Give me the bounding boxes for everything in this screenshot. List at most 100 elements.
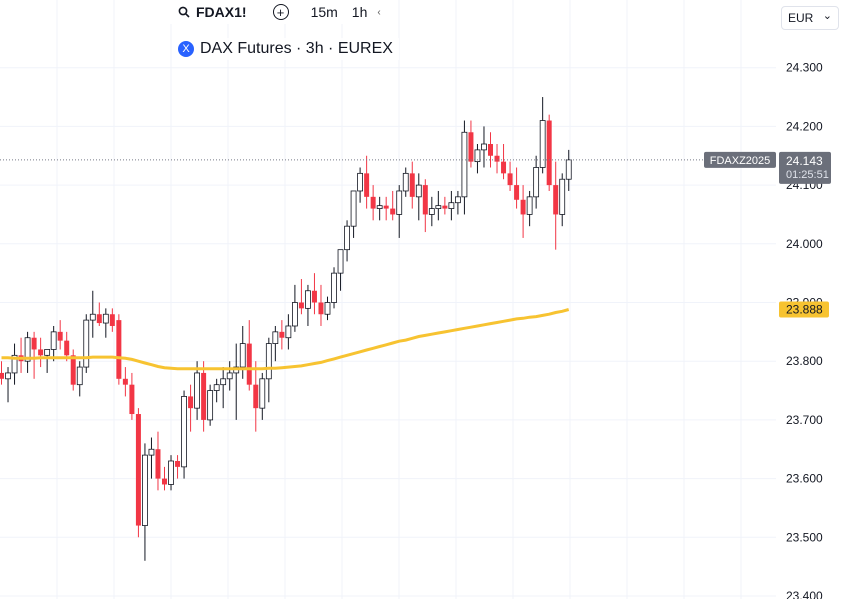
last-price-tag [779,151,831,184]
candle [481,126,487,168]
y-tick-label: 23.400 [786,589,823,599]
moving-average [1,308,570,371]
candle [24,331,31,373]
candle [272,325,279,362]
y-tick-label: 23.800 [786,354,823,368]
y-tick-label: 24.300 [786,61,823,75]
candle [213,378,220,403]
series-title: DAX Futures · 3h · EUREX [200,40,393,57]
candle [565,149,572,191]
candle [44,349,51,373]
candle [239,325,246,379]
currency-label: EUR [788,11,814,25]
candle [402,167,409,197]
candle [344,220,350,262]
candle [89,290,96,338]
more-timeframes-icon[interactable]: ‹ [377,6,381,18]
candle [168,455,174,491]
candle [461,120,468,215]
y-tick-label: 23.700 [786,413,823,427]
candle [409,161,415,209]
candle [76,361,83,397]
candle [546,114,552,191]
candle [318,284,324,326]
candle [474,144,481,174]
candle [559,173,566,227]
candle [194,361,201,420]
candle [383,196,389,221]
symbol-label: FDAX1! [196,4,247,20]
candle [57,320,63,350]
candle [428,196,435,227]
candle [539,97,546,174]
symbol-search[interactable]: FDAX1! [178,4,247,20]
candle [435,190,442,221]
chevron-down-icon: ⌄ [822,9,832,22]
plus-icon: + [276,4,285,20]
candle [181,390,187,479]
candle [291,284,298,332]
candle [376,196,383,221]
candle [311,273,317,315]
candle [533,155,540,209]
candle [488,132,493,168]
candle [396,185,403,238]
candle [175,455,181,479]
candle [514,167,520,209]
candle [135,408,141,538]
candle [188,384,194,432]
candle [305,284,311,326]
candle [370,185,376,221]
candle [0,361,4,385]
timeframe-1h[interactable]: 1h [351,4,368,20]
candle [70,349,76,391]
candle [501,144,507,180]
y-tick-label: 24.200 [786,119,823,133]
candle [201,361,207,432]
candle [265,337,272,403]
candle [285,314,292,350]
candle [279,320,285,350]
candle [102,308,109,338]
compare-symbol-button[interactable]: + [272,4,289,20]
price-axis[interactable]: 23.40023.50023.60023.70023.80023.90024.0… [786,61,823,599]
candle [38,337,44,368]
candle [468,120,474,168]
candle [109,308,115,332]
symbol-tag-label: FDAXZ2025 [710,155,771,167]
candle [11,343,18,385]
candlesticks [0,97,572,561]
currency-selector[interactable]: EUR ⌄ [781,6,839,30]
candle [553,161,559,250]
candle [442,196,448,215]
candle [162,466,167,491]
candle [298,279,304,315]
candle [129,372,135,420]
candle [454,190,461,215]
series-legend[interactable]: X DAX Futures · 3h · EUREX [178,38,399,60]
y-tick-label: 23.500 [786,530,823,544]
candle [448,190,455,221]
candle [207,384,214,426]
candle [142,443,148,561]
candle [415,173,422,221]
candle [526,190,533,227]
grid-lines [0,0,776,599]
candle [259,372,266,420]
ma-value-label: 23.888 [786,303,823,317]
candle [331,267,337,309]
candle [494,144,500,174]
candle [507,161,513,191]
candle [31,331,37,379]
candle [350,190,357,238]
candle [324,296,331,321]
bar-countdown: 01:25:51 [786,169,829,181]
candle [116,314,122,385]
symbol-tag [704,151,776,168]
candle [96,302,102,326]
timeframe-15m[interactable]: 15m [310,4,338,20]
candle [357,167,364,203]
exchange-logo-icon: X [178,41,194,57]
